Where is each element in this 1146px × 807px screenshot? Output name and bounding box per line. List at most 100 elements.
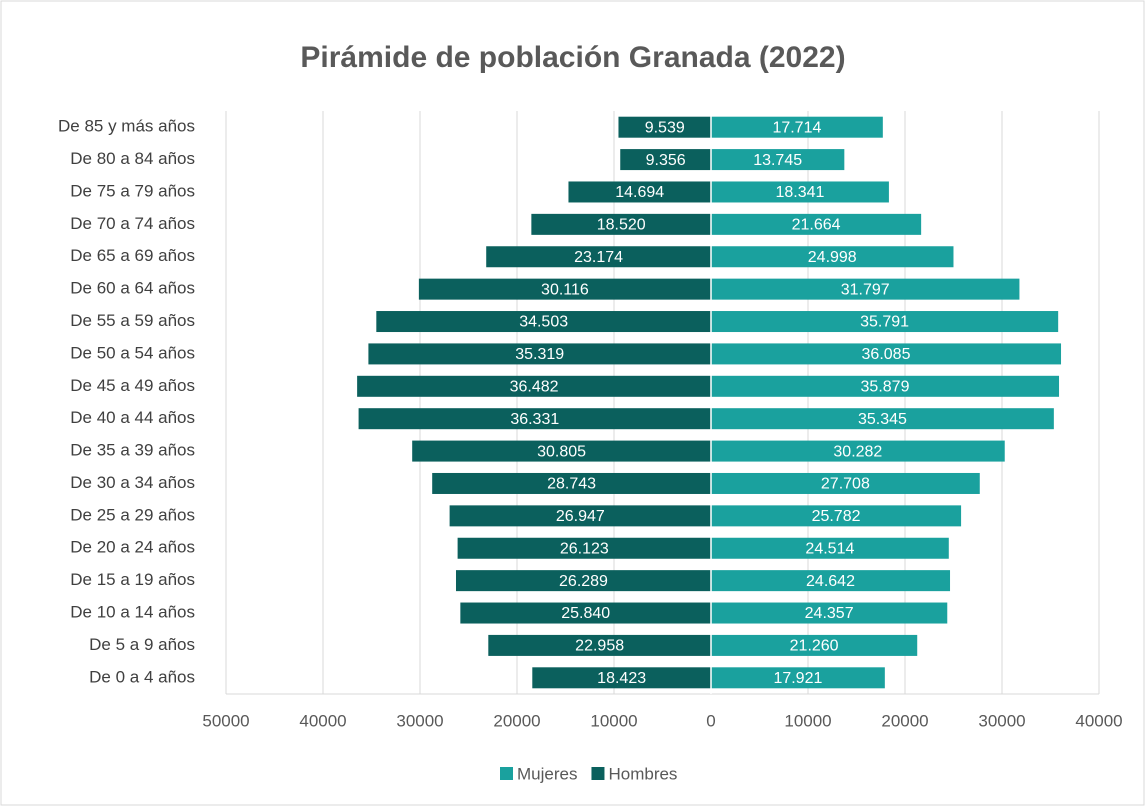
y-tick-label: De 60 a 64 años [70, 279, 195, 298]
bar [711, 343, 1062, 365]
x-tick-label: 10000 [590, 711, 637, 730]
data-label: 9.539 [645, 119, 685, 136]
y-tick-label: De 15 a 19 años [70, 570, 195, 589]
data-label: 26.289 [559, 573, 608, 590]
data-label: 35.345 [858, 411, 907, 428]
bar [531, 213, 711, 235]
chart-title: Pirámide de población Granada (2022) [300, 41, 845, 74]
x-tick-label: 40000 [1075, 711, 1122, 730]
data-label: 18.423 [597, 670, 646, 687]
y-tick-label: De 30 a 34 años [70, 473, 195, 492]
bar [711, 505, 962, 527]
x-tick-label: 20000 [881, 711, 928, 730]
x-tick-label: 30000 [396, 711, 443, 730]
y-tick-label: De 20 a 24 años [70, 538, 195, 557]
data-label: 30.282 [833, 443, 882, 460]
bar [711, 408, 1054, 430]
bar [412, 440, 711, 462]
data-label: 35.791 [860, 314, 909, 331]
bar [711, 181, 889, 203]
bar [460, 602, 711, 624]
x-tick-label: 10000 [784, 711, 831, 730]
y-tick-label: De 65 a 69 años [70, 246, 195, 265]
bar [620, 149, 711, 171]
bar [711, 667, 885, 689]
data-label: 21.260 [790, 638, 839, 655]
data-label: 34.503 [519, 314, 568, 331]
data-label: 27.708 [821, 476, 870, 493]
y-tick-label: De 5 a 9 años [89, 635, 195, 654]
bar [455, 570, 711, 592]
bar [368, 343, 711, 365]
data-label: 25.840 [561, 605, 610, 622]
data-label: 36.482 [510, 379, 559, 396]
data-label: 17.714 [772, 119, 821, 136]
x-tick-label: 50000 [202, 711, 249, 730]
y-tick-label: De 50 a 54 años [70, 343, 195, 362]
bar [711, 278, 1020, 300]
bar [568, 181, 711, 203]
y-tick-label: De 0 a 4 años [89, 667, 195, 686]
data-label: 24.357 [805, 605, 854, 622]
data-label: 35.879 [861, 379, 910, 396]
y-tick-label: De 85 y más años [58, 117, 195, 136]
data-label: 24.514 [805, 540, 854, 557]
data-label: 24.642 [806, 573, 855, 590]
bar [711, 246, 954, 268]
data-label: 14.694 [615, 184, 664, 201]
data-label: 30.116 [541, 281, 589, 298]
data-label: 25.782 [812, 508, 861, 525]
bar [711, 602, 948, 624]
bar [532, 667, 711, 689]
legend-label: Mujeres [517, 764, 577, 783]
data-label: 13.745 [753, 152, 802, 169]
bar [711, 149, 845, 171]
bar [711, 440, 1005, 462]
x-tick-label: 0 [706, 711, 715, 730]
bar [711, 213, 922, 235]
data-label: 31.797 [841, 281, 890, 298]
data-label: 35.319 [515, 346, 564, 363]
bar [488, 634, 711, 656]
x-tick-label: 30000 [978, 711, 1025, 730]
bar [711, 311, 1059, 333]
y-tick-label: De 35 a 39 años [70, 441, 195, 460]
data-label: 18.520 [597, 217, 646, 234]
legend-swatch [500, 767, 513, 780]
bar [618, 116, 711, 138]
y-tick-label: De 55 a 59 años [70, 311, 195, 330]
data-label: 36.331 [510, 411, 559, 428]
data-label: 26.947 [556, 508, 605, 525]
data-label: 17.921 [773, 670, 822, 687]
y-tick-label: De 10 a 14 años [70, 603, 195, 622]
y-tick-label: De 75 a 79 años [70, 181, 195, 200]
legend-label: Hombres [608, 764, 677, 783]
data-label: 36.085 [862, 346, 911, 363]
bar [376, 311, 711, 333]
bar [711, 375, 1060, 397]
bar [432, 472, 711, 494]
data-label: 23.174 [574, 249, 623, 266]
bar [418, 278, 711, 300]
bar [711, 634, 918, 656]
bar [457, 537, 711, 559]
bar [357, 375, 711, 397]
bar [711, 472, 980, 494]
data-label: 28.743 [547, 476, 596, 493]
data-label: 9.356 [646, 152, 686, 169]
bar [486, 246, 711, 268]
bar [711, 537, 949, 559]
bar [449, 505, 711, 527]
bar [711, 570, 951, 592]
data-label: 24.998 [808, 249, 857, 266]
data-label: 21.664 [792, 217, 841, 234]
x-tick-label: 20000 [493, 711, 540, 730]
bar [711, 116, 883, 138]
y-tick-label: De 45 a 49 años [70, 376, 195, 395]
data-label: 30.805 [537, 443, 586, 460]
y-tick-label: De 25 a 29 años [70, 505, 195, 524]
data-label: 18.341 [775, 184, 824, 201]
y-tick-label: De 40 a 44 años [70, 408, 195, 427]
data-label: 22.958 [575, 638, 624, 655]
